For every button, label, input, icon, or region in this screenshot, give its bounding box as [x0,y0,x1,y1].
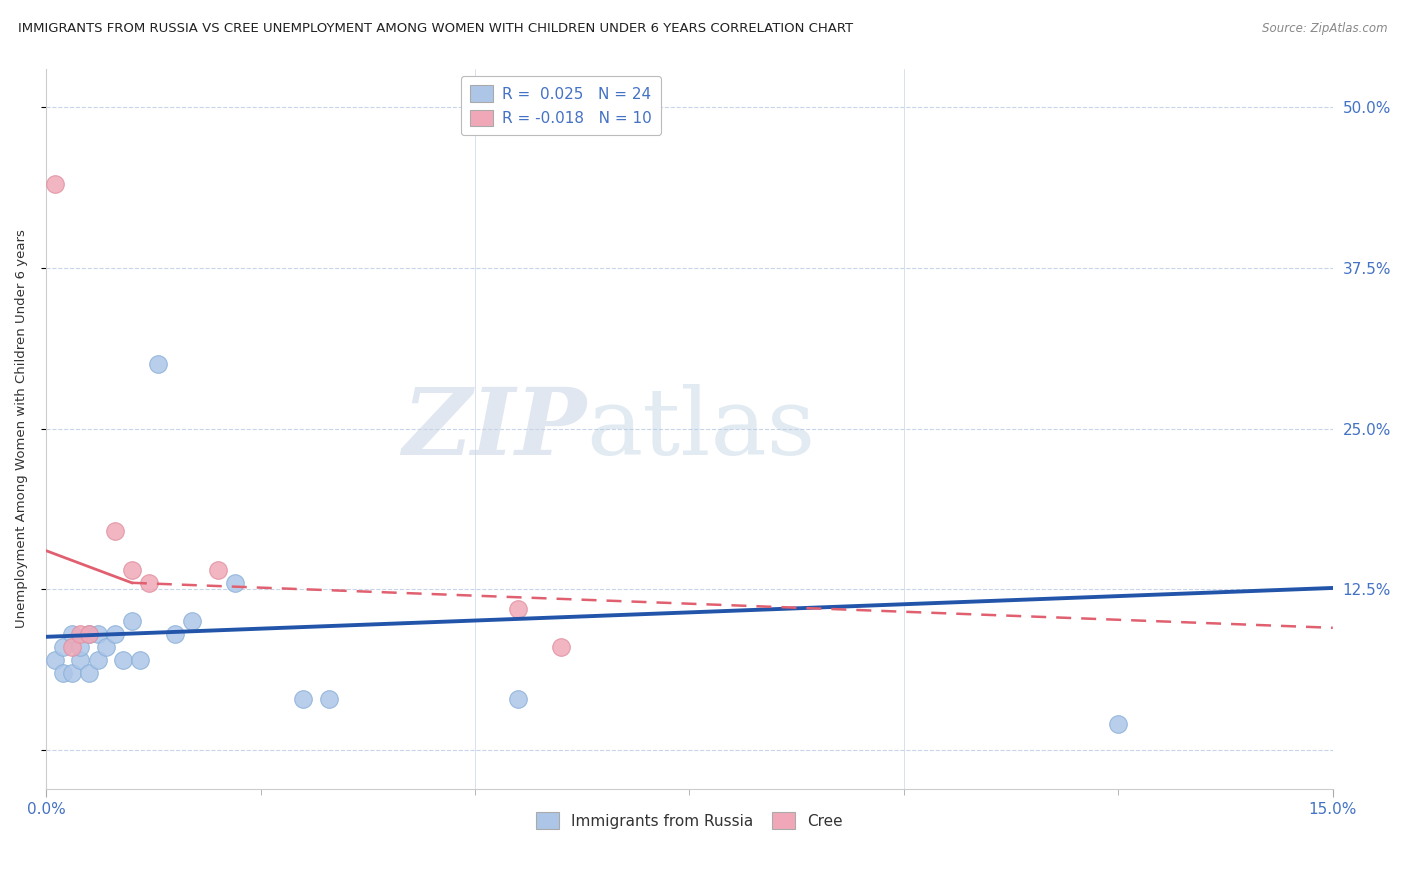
Point [44,178,66,192]
Point [86,653,108,667]
Point [1107,717,1129,731]
Point [69,640,91,654]
Point [112,653,135,667]
Point [121,615,143,629]
Point [138,575,160,590]
Point [77,627,100,641]
Point [207,563,229,577]
Point [318,691,340,706]
Y-axis label: Unemployment Among Women with Children Under 6 years: Unemployment Among Women with Children U… [15,229,28,628]
Point [52,640,75,654]
Point [292,691,315,706]
Point [121,563,143,577]
Point [60,627,83,641]
Point [506,601,529,615]
Point [129,653,152,667]
Point [104,627,127,641]
Text: atlas: atlas [586,384,815,474]
Point [77,665,100,680]
Point [60,640,83,654]
Point [506,691,529,706]
Point [163,627,186,641]
Point [224,575,246,590]
Point [180,615,202,629]
Point [77,627,100,641]
Point [550,640,572,654]
Point [104,524,127,539]
Text: IMMIGRANTS FROM RUSSIA VS CREE UNEMPLOYMENT AMONG WOMEN WITH CHILDREN UNDER 6 YE: IMMIGRANTS FROM RUSSIA VS CREE UNEMPLOYM… [18,22,853,36]
Text: Source: ZipAtlas.com: Source: ZipAtlas.com [1263,22,1388,36]
Point [86,627,108,641]
Point [69,627,91,641]
Point [52,665,75,680]
Point [44,653,66,667]
Point [94,640,117,654]
Point [69,653,91,667]
Legend: Immigrants from Russia, Cree: Immigrants from Russia, Cree [530,806,849,835]
Text: ZIP: ZIP [402,384,586,474]
Point [60,665,83,680]
Point [146,357,169,371]
